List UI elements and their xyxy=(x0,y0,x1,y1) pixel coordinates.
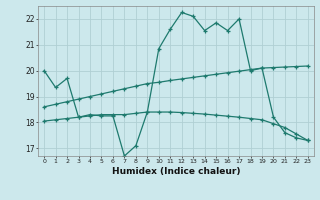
X-axis label: Humidex (Indice chaleur): Humidex (Indice chaleur) xyxy=(112,167,240,176)
